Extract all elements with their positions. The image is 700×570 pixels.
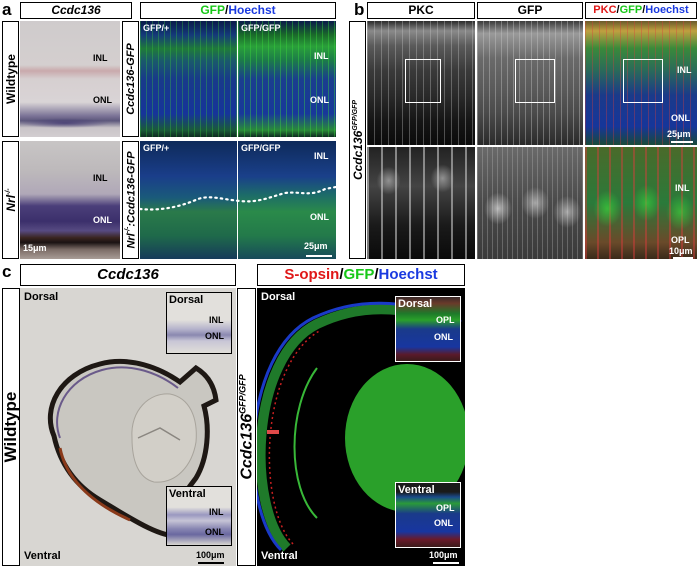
gfp-zoom-image bbox=[477, 147, 583, 259]
label-onl: ONL bbox=[310, 212, 329, 222]
zoom-box bbox=[515, 59, 555, 103]
label-dorsal: Dorsal bbox=[261, 291, 296, 303]
col-pkc-title: PKC bbox=[367, 2, 475, 19]
merge-overview-image: INL ONL 25μm bbox=[585, 21, 697, 145]
col-gfp-title: GFP bbox=[477, 2, 583, 19]
label-inl: INL bbox=[93, 173, 108, 183]
fluor-nrl-het-image: GFP/+ bbox=[140, 141, 237, 259]
label-inl: INL bbox=[314, 51, 329, 61]
panel-a-letter: a bbox=[2, 0, 12, 19]
scale-bar bbox=[673, 257, 693, 259]
row-label-nrl-ccdc136-gfp-text: Nrl-/-:Ccdc136-GFP bbox=[124, 151, 137, 249]
merge-zoom-image: INL OPL 10μm bbox=[585, 147, 697, 259]
panel-a-ish-title-text: Ccdc136 bbox=[51, 3, 101, 17]
scale-bar-label: 100μm bbox=[429, 550, 458, 560]
panel-a-fluor-title: GFP/Hoechst bbox=[140, 2, 336, 19]
row-label-ccdc136-gfpgfp: Ccdc136GFP/GFP bbox=[349, 21, 366, 259]
panel-c-ish-title: Ccdc136 bbox=[20, 264, 236, 286]
col-merge-title: PKC/GFP/Hoechst bbox=[585, 2, 697, 19]
gfp-overview-image bbox=[477, 21, 583, 145]
scale-bar bbox=[198, 562, 224, 564]
label-inl: INL bbox=[93, 53, 108, 63]
row-label-nrl-ccdc136-gfp: Nrl-/-:Ccdc136-GFP bbox=[122, 141, 139, 259]
fluor-het-image: GFP/+ bbox=[140, 21, 237, 137]
label-opl: OPL bbox=[671, 235, 690, 245]
row-label-ccdc136-gfp-text: Ccdc136-GFP bbox=[124, 43, 137, 115]
panel-c-letter: c bbox=[2, 262, 12, 281]
ish-wildtype-image: INL ONL bbox=[20, 21, 120, 137]
scale-bar-label: 100μm bbox=[196, 550, 225, 560]
scale-bar-label: 25μm bbox=[667, 129, 691, 139]
row-label-ccdc136-gfp: Ccdc136-GFP bbox=[122, 21, 139, 137]
genotype-het: GFP/+ bbox=[143, 23, 170, 33]
genotype-hom: GFP/GFP bbox=[241, 143, 281, 153]
label-onl: ONL bbox=[93, 95, 112, 105]
ish-ventral-inset: Ventral INL ONL bbox=[166, 486, 232, 546]
gfp-label: GFP bbox=[200, 3, 225, 17]
zoom-box bbox=[623, 59, 663, 103]
pkc-zoom-image bbox=[367, 147, 475, 259]
label-dorsal: Dorsal bbox=[24, 291, 59, 303]
scale-bar-label: 10μm bbox=[669, 246, 693, 256]
panel-b-letter: b bbox=[354, 0, 365, 19]
row-label-nrl-text: Nrl-/- bbox=[3, 188, 18, 212]
slash: / bbox=[224, 3, 229, 17]
row-label-wildtype-c: Wildtype bbox=[1, 288, 20, 566]
label-onl: ONL bbox=[671, 113, 690, 123]
label-onl: ONL bbox=[93, 215, 112, 225]
row-label-text: Ccdc136GFP/GFP bbox=[350, 99, 365, 181]
panel-c-fluor-title: S-opsin/GFP/Hoechst bbox=[257, 264, 465, 286]
hoechst-label: Hoechst bbox=[228, 3, 276, 17]
scale-bar bbox=[306, 255, 332, 257]
panel-a-ish-title: Ccdc136 bbox=[20, 2, 132, 19]
row-label-wildtype-text: Wildtype bbox=[3, 54, 18, 104]
label-inl: INL bbox=[677, 65, 692, 75]
boundary-dotted-line bbox=[140, 185, 336, 211]
zoom-box bbox=[405, 59, 441, 103]
ish-nrl-ko-image: INL ONL 15μm bbox=[20, 141, 120, 259]
fluor-ventral-inset: Ventral OPL ONL bbox=[395, 482, 461, 548]
pkc-overview-image bbox=[367, 21, 475, 145]
label-inl: INL bbox=[675, 183, 690, 193]
ish-dorsal-inset: Dorsal INL ONL bbox=[166, 292, 232, 354]
scale-bar bbox=[433, 562, 459, 564]
scale-bar bbox=[671, 141, 693, 143]
row-label-nrl: Nrl-/- bbox=[2, 141, 19, 259]
scale-bar-label: 25μm bbox=[304, 241, 328, 251]
fluor-hom-image: GFP/GFP INL ONL bbox=[238, 21, 336, 137]
row-label-wildtype: Wildtype bbox=[2, 21, 19, 137]
fluor-dorsal-inset: Dorsal OPL ONL bbox=[395, 296, 461, 362]
row-label-ccdc136-gfpgfp-c: Ccdc136GFP/GFP bbox=[237, 288, 256, 566]
label-ventral: Ventral bbox=[24, 550, 61, 562]
label-inl: INL bbox=[314, 151, 329, 161]
label-ventral: Ventral bbox=[261, 550, 298, 562]
scale-bar-label: 15μm bbox=[23, 243, 47, 253]
genotype-het: GFP/+ bbox=[143, 143, 170, 153]
genotype-hom: GFP/GFP bbox=[241, 23, 281, 33]
label-onl: ONL bbox=[310, 95, 329, 105]
